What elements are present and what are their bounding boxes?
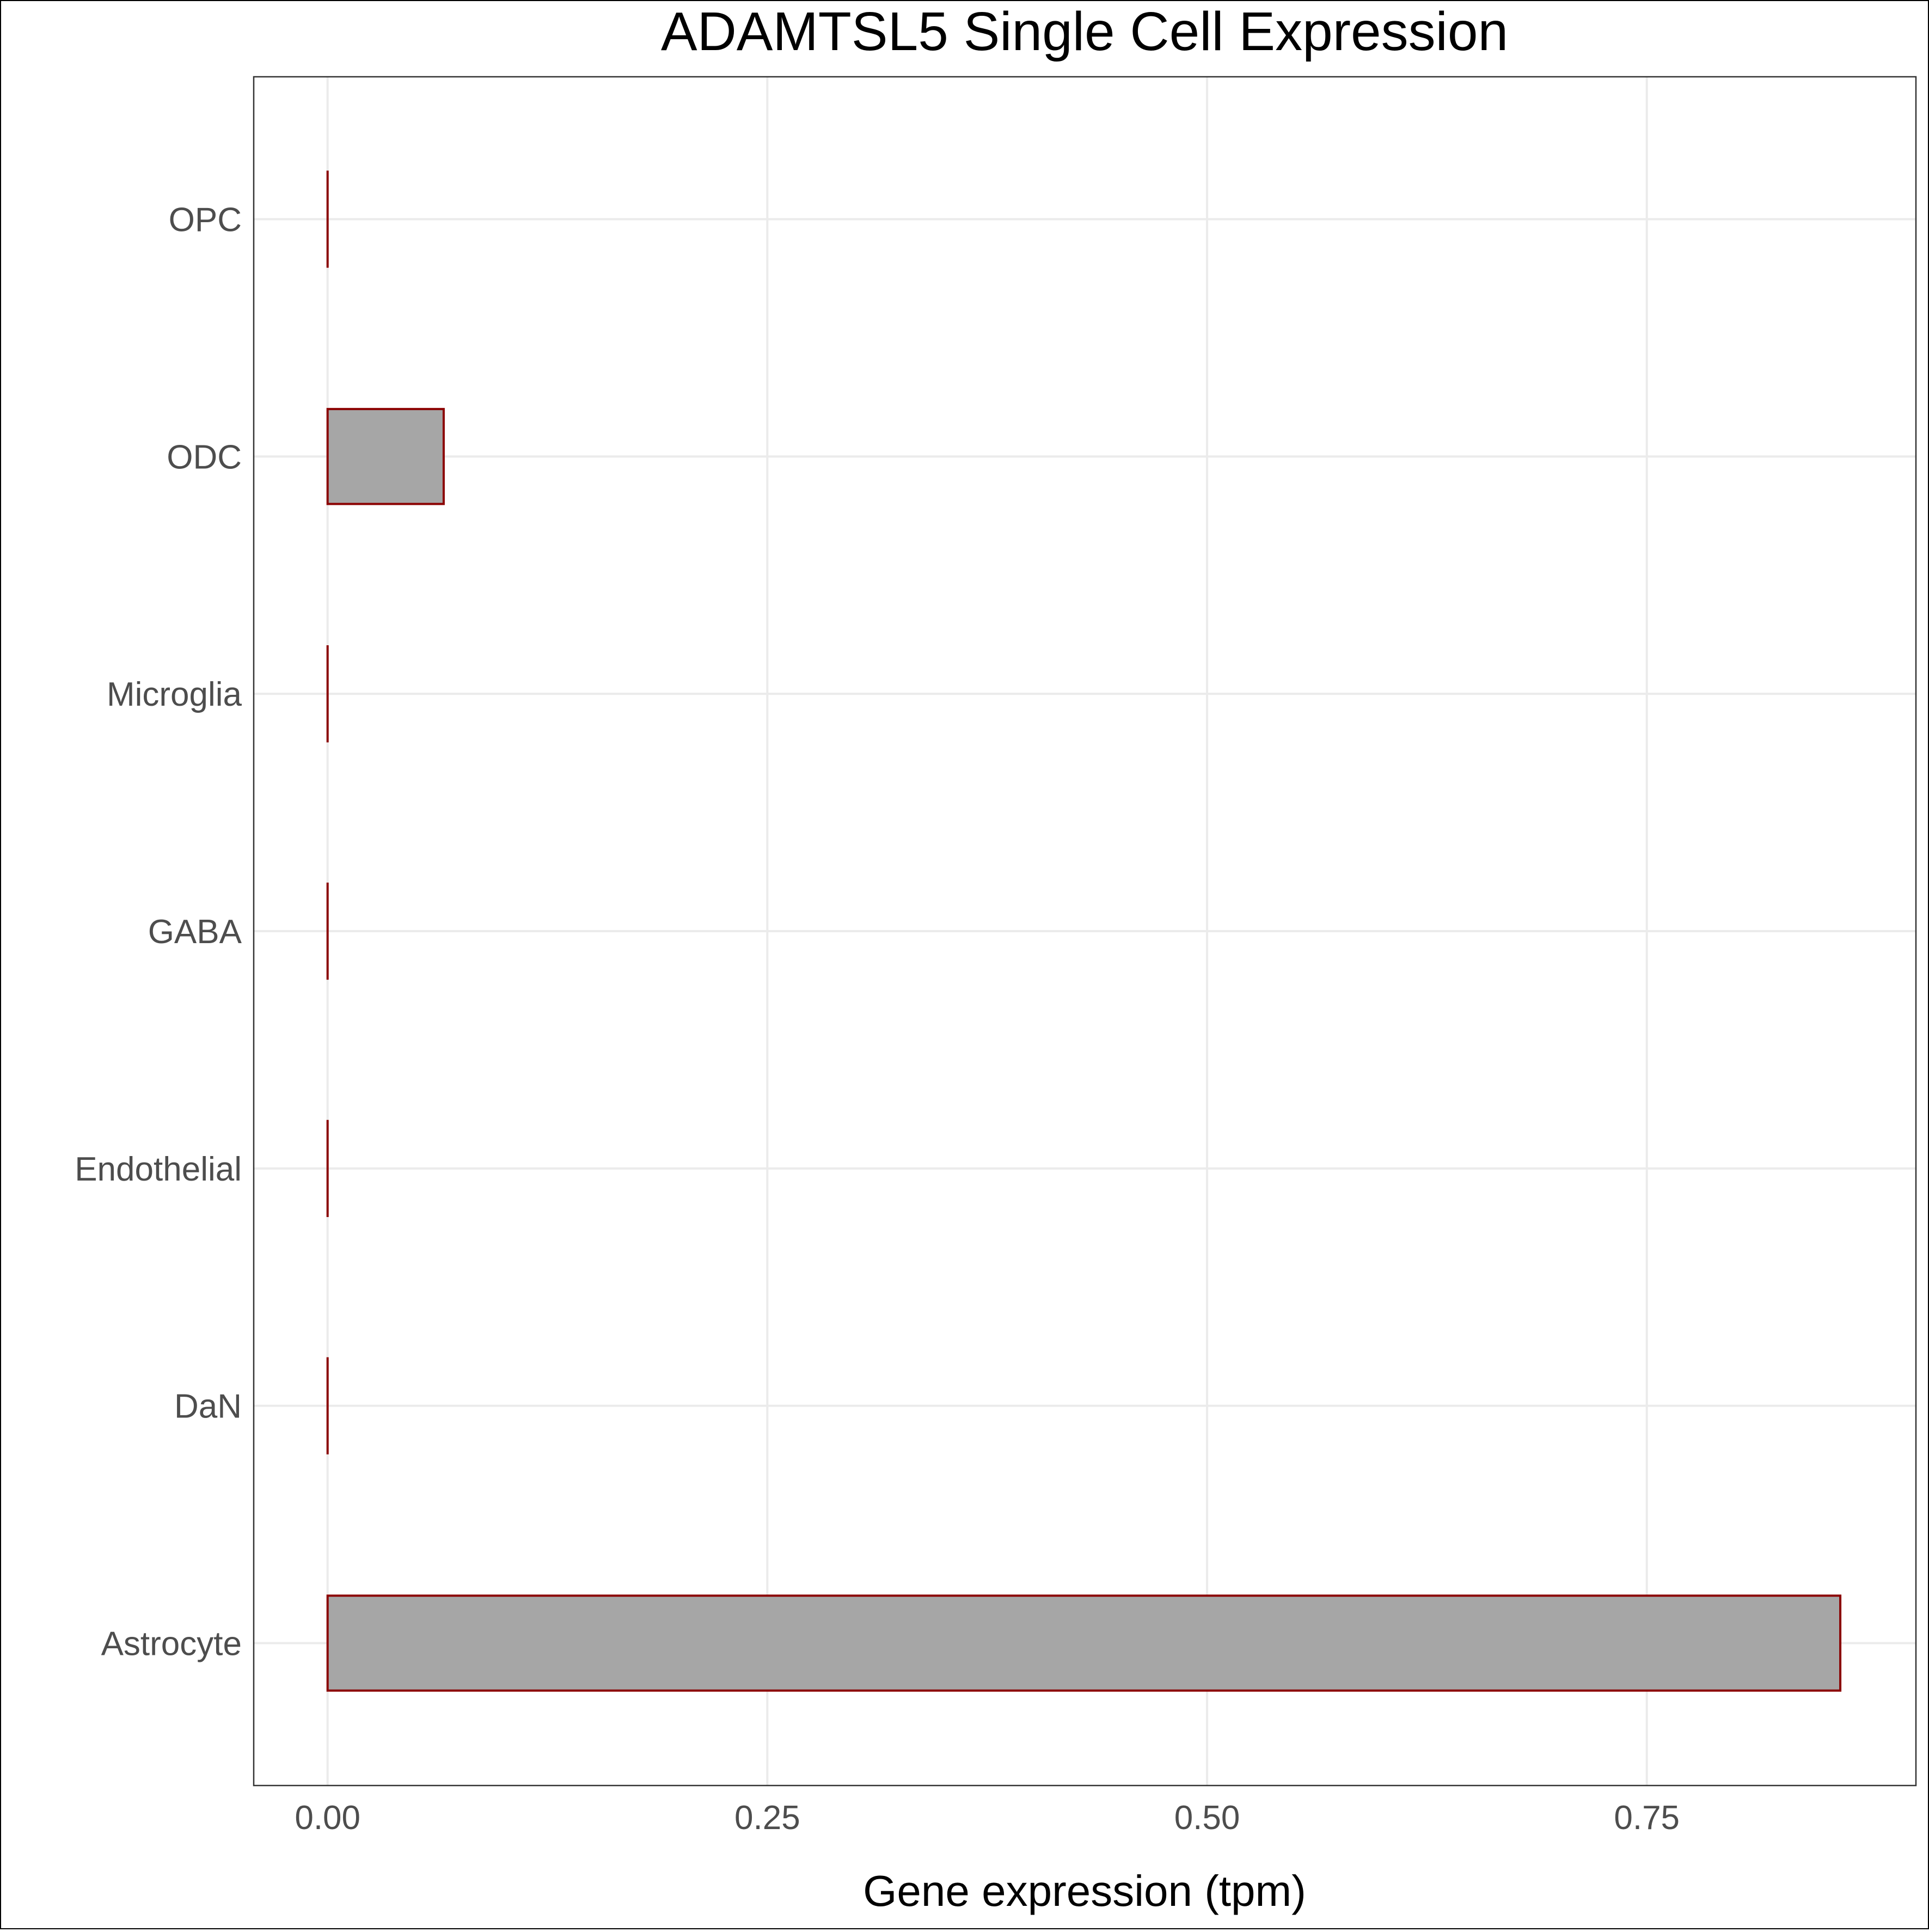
- y-tick-label: Endothelial: [75, 1151, 242, 1188]
- y-tick-label: DaN: [174, 1388, 242, 1426]
- y-tick-label: OPC: [169, 201, 242, 239]
- x-tick-label: 0.25: [734, 1799, 800, 1837]
- y-tick-label: GABA: [148, 913, 242, 951]
- bar-odc: [328, 409, 444, 504]
- bar-astrocyte: [328, 1595, 1840, 1690]
- y-tick-label: Astrocyte: [101, 1625, 242, 1663]
- x-tick-label: 0.00: [295, 1799, 360, 1837]
- x-axis-title: Gene expression (tpm): [863, 1867, 1306, 1915]
- y-tick-label: ODC: [167, 438, 242, 476]
- y-tick-label: Microglia: [107, 676, 242, 713]
- x-tick-label: 0.75: [1614, 1799, 1680, 1837]
- x-tick-label: 0.50: [1174, 1799, 1240, 1837]
- chart-title: ADAMTSL5 Single Cell Expression: [661, 1, 1508, 62]
